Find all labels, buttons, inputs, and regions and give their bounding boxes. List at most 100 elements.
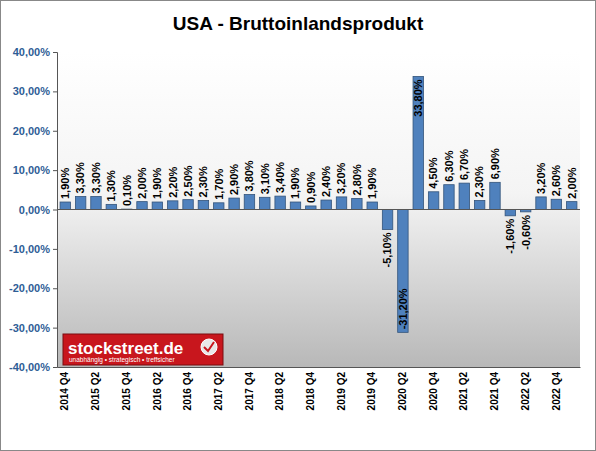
data-label: 1,90%	[289, 168, 301, 199]
x-tick-label: 2018 Q4	[305, 372, 316, 411]
data-label: 2,50%	[182, 165, 194, 196]
data-label: 3,30%	[90, 162, 102, 193]
bar	[137, 202, 147, 210]
y-tick: 10,00%	[13, 164, 57, 176]
y-tick-mark	[53, 131, 57, 132]
data-label: 2,60%	[550, 165, 562, 196]
y-tick-label: 40,00%	[13, 46, 51, 58]
x-tick: 2020 Q2	[397, 367, 408, 410]
data-label: -31,20%	[397, 288, 409, 329]
y-tick-label: -10,00%	[9, 243, 50, 255]
bar	[152, 202, 162, 209]
bar	[566, 202, 576, 210]
bar	[290, 202, 300, 209]
bar	[505, 210, 515, 216]
data-label: 2,00%	[566, 167, 578, 198]
x-tick-label: 2017 Q4	[244, 372, 255, 411]
data-label: 2,00%	[136, 167, 148, 198]
y-tick-label: -20,00%	[9, 282, 50, 294]
data-label: 2,90%	[228, 164, 240, 195]
bar	[367, 202, 377, 209]
y-tick: -30,00%	[9, 322, 57, 334]
y-tick-label: 10,00%	[13, 164, 51, 176]
x-tick-label: 2014 Q4	[59, 372, 70, 411]
x-tick-label: 2018 Q2	[274, 372, 285, 411]
data-label: 2,30%	[197, 166, 209, 197]
bar	[398, 210, 408, 333]
bar	[352, 198, 362, 209]
x-tick: 2021 Q4	[489, 367, 500, 410]
data-label: 2,80%	[351, 164, 363, 195]
data-label: 33,80%	[412, 79, 424, 117]
x-tick-label: 2021 Q4	[489, 372, 500, 411]
x-tick: 2018 Q4	[305, 367, 316, 410]
bar	[459, 183, 469, 209]
y-tick: 40,00%	[13, 46, 57, 58]
y-tick: -20,00%	[9, 282, 57, 294]
plot-background	[57, 52, 580, 367]
bar	[275, 196, 285, 209]
data-label: 3,30%	[74, 162, 86, 193]
bar	[214, 203, 224, 210]
bar	[75, 197, 85, 210]
title: USA - Bruttoinlandsprodukt	[173, 13, 424, 34]
bar	[551, 199, 561, 209]
y-tick-mark	[53, 328, 57, 329]
y-axis: -40,00%-30,00%-20,00%-10,00%0,00%10,00%2…	[9, 46, 57, 373]
bar	[336, 197, 346, 210]
x-tick-label: 2015 Q4	[121, 372, 132, 411]
y-axis-line	[53, 53, 58, 368]
y-tick-mark	[53, 210, 57, 211]
bar	[306, 206, 316, 210]
x-tick-label: 2020 Q2	[397, 372, 408, 411]
bar	[106, 204, 116, 209]
bar	[474, 200, 484, 209]
bar	[444, 185, 454, 210]
data-label: 3,80%	[243, 160, 255, 191]
bar	[198, 200, 208, 209]
x-tick-label: 2022 Q4	[551, 372, 562, 411]
chart-border	[1, 1, 596, 451]
x-tick-label: 2022 Q2	[520, 372, 531, 411]
y-tick: 0,00%	[19, 204, 57, 216]
bars	[60, 76, 577, 332]
x-tick-label: 2019 Q2	[336, 372, 347, 411]
x-tick: 2019 Q2	[336, 367, 347, 410]
x-tick: 2014 Q4	[59, 367, 70, 410]
data-label: 3,20%	[535, 162, 547, 193]
data-label: 6,30%	[443, 150, 455, 181]
logo-check	[204, 342, 214, 351]
x-tick: 2022 Q4	[551, 367, 562, 410]
bar	[413, 76, 423, 209]
x-tick: 2018 Q2	[274, 367, 285, 410]
bar	[536, 197, 546, 210]
x-tick: 2017 Q2	[213, 367, 224, 410]
data-label: 6,90%	[489, 148, 501, 179]
x-tick: 2015 Q4	[121, 367, 132, 410]
bar	[490, 182, 500, 209]
data-labels: 1,90%3,30%3,30%1,30%0,10%2,00%1,90%2,20%…	[59, 79, 577, 329]
data-label: 1,90%	[366, 168, 378, 199]
data-label: 0,90%	[305, 172, 317, 203]
data-label: -1,60%	[504, 219, 516, 254]
data-label: 1,30%	[105, 170, 117, 201]
bar	[244, 195, 254, 210]
data-label: 3,40%	[274, 162, 286, 193]
x-tick: 2016 Q2	[152, 367, 163, 410]
x-tick-label: 2017 Q2	[213, 372, 224, 411]
x-tick: 2020 Q4	[428, 367, 439, 410]
chart: USA - Bruttoinlandsprodukt-40,00%-30,00%…	[0, 0, 596, 451]
bar	[321, 200, 331, 209]
y-tick: 20,00%	[13, 125, 57, 137]
data-label: 1,70%	[213, 168, 225, 199]
y-tick-label: -30,00%	[9, 322, 50, 334]
data-label: -5,10%	[381, 232, 393, 267]
bar	[428, 192, 438, 210]
data-label: 1,90%	[59, 168, 71, 199]
x-axis-line	[58, 367, 581, 368]
y-tick-mark	[53, 52, 57, 53]
x-tick: 2015 Q2	[90, 367, 101, 410]
x-tick: 2017 Q4	[244, 367, 255, 410]
y-tick-mark	[53, 91, 57, 92]
logo-box	[63, 334, 223, 365]
